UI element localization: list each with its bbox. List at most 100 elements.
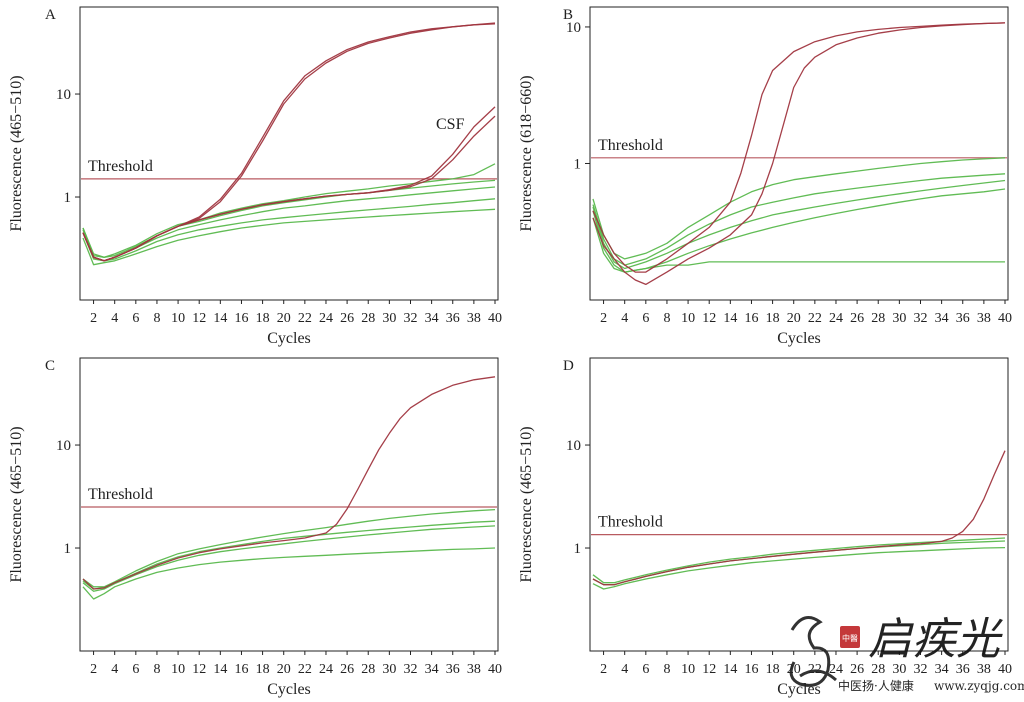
watermark-tagline: 中医扬·人健康 — [838, 678, 914, 693]
panel-b-series-negatives-lower — [592, 188, 1006, 273]
panel-a-xtick-label: 20 — [277, 311, 291, 326]
panel-b-xtick-label: 24 — [829, 311, 843, 326]
panel-c-xtick-label: 20 — [277, 662, 291, 677]
panel-c-xtick-label: 4 — [111, 662, 118, 677]
panel-b-xtick-label: 38 — [977, 311, 991, 326]
panel-d-label: D — [563, 358, 574, 374]
panel-b-xtick-label: 28 — [871, 311, 885, 326]
panel-c-xtick-label: 26 — [340, 662, 354, 677]
panel-a-series-negatives-lower — [82, 198, 496, 262]
panel-b-xtick-label: 18 — [766, 311, 780, 326]
panel-b-xtick-label: 20 — [787, 311, 801, 326]
panel-a-xtick-label: 40 — [488, 311, 502, 326]
panel-c-xtick-label: 18 — [256, 662, 270, 677]
panel-a-series-positive-1 — [82, 23, 496, 262]
watermark: 中醫 启疾光 中医扬·人健康 www.zyqjg.com — [789, 614, 1024, 693]
panel-b-xtick-label: 16 — [744, 311, 758, 326]
panel-a-ylabel: Fluorescence (465−510) — [8, 75, 25, 231]
panel-c-threshold-label: Threshold — [88, 486, 153, 503]
panel-c-series-negatives-mid — [82, 525, 496, 592]
panel-c-xtick-label: 38 — [467, 662, 481, 677]
panel-d-xtick-label: 2 — [600, 662, 607, 677]
panel-b-xtick-label: 22 — [808, 311, 822, 326]
panel-b-series-negatives-upper — [592, 173, 1006, 266]
panel-c-xtick-label: 6 — [132, 662, 139, 677]
panel-a-plot-frame — [79, 6, 499, 301]
panel-b-series-positive-1 — [592, 22, 1006, 273]
panel-b-xtick-label: 2 — [600, 311, 607, 326]
panel-b-xtick-label: 40 — [998, 311, 1012, 326]
panel-a-xtick-label: 22 — [298, 311, 312, 326]
panel-a-series-positive-2 — [82, 22, 496, 262]
panel-b-series-negatives-mid — [592, 179, 1006, 270]
panel-b-ytick-label: 1 — [574, 156, 582, 172]
panel-a-series-negatives-mid — [82, 186, 496, 262]
panel-a-xtick-label: 2 — [90, 311, 97, 326]
panel-a-xtick-label: 8 — [153, 311, 160, 326]
panel-c-ytick-label: 10 — [56, 438, 71, 454]
panel-b-xtick-label: 6 — [642, 311, 649, 326]
panel-c-xtick-label: 16 — [234, 662, 248, 677]
panel-a-xtick-label: 4 — [111, 311, 118, 326]
calligraphy-mark — [789, 616, 837, 687]
panel-a-series-negatives-min — [82, 208, 496, 266]
panel-d-xtick-label: 40 — [998, 662, 1012, 677]
panel-a-xtick-label: 32 — [403, 311, 417, 326]
panel-c-xtick-label: 40 — [488, 662, 502, 677]
panel-d-xtick-label: 18 — [766, 662, 780, 677]
panel-b-ylabel: Fluorescence (618−660) — [518, 75, 535, 231]
panel-c-xtick-label: 14 — [213, 662, 227, 677]
panel-d-series-negatives-max — [592, 537, 1006, 584]
panel-d-xtick-label: 16 — [744, 662, 758, 677]
panel-b-xtick-label: 8 — [663, 311, 670, 326]
panel-d-plot-frame — [589, 357, 1009, 652]
panel-d-xtick-label: 8 — [663, 662, 670, 677]
panel-d-xtick-label: 36 — [956, 662, 970, 677]
panel-d-xtick-label: 38 — [977, 662, 991, 677]
panel-d-xtick-label: 10 — [681, 662, 695, 677]
panel-b-xtick-label: 36 — [956, 311, 970, 326]
panel-b-xtick-label: 12 — [702, 311, 716, 326]
panel-d-series-positive — [592, 450, 1006, 586]
panel-c-series-positive — [82, 376, 496, 590]
panel-c-label: C — [45, 358, 55, 374]
panel-d-series-negatives-mid — [592, 540, 1006, 586]
panel-a-series-CSF-2 — [82, 115, 496, 262]
panel-b-xlabel: Cycles — [777, 330, 821, 347]
panel-a-xtick-label: 14 — [213, 311, 227, 326]
panel-d-xtick-label: 34 — [935, 662, 949, 677]
panel-a-xtick-label: 36 — [446, 311, 460, 326]
panel-c-xtick-label: 22 — [298, 662, 312, 677]
panel-a-ytick-label: 1 — [64, 190, 72, 206]
panel-c-series-negatives-max — [82, 508, 496, 588]
panel-a-label: A — [45, 7, 56, 23]
panel-b-label: B — [563, 7, 573, 23]
panel-d-xtick-label: 28 — [871, 662, 885, 677]
panel-d-series-negatives-min — [592, 546, 1006, 590]
watermark-url: www.zyqjg.com — [934, 679, 1024, 693]
panel-d-xtick-label: 12 — [702, 662, 716, 677]
panel-b-threshold-label: Threshold — [598, 137, 663, 154]
panel-a-xtick-label: 16 — [234, 311, 248, 326]
panel-c-xtick-label: 28 — [361, 662, 375, 677]
panel-d-xtick-label: 4 — [621, 662, 628, 677]
panel-c-xtick-label: 32 — [403, 662, 417, 677]
panel-b-xtick-label: 14 — [723, 311, 737, 326]
panel-c-xtick-label: 2 — [90, 662, 97, 677]
panel-d-xtick-label: 32 — [913, 662, 927, 677]
panel-c-ytick-label: 1 — [64, 541, 72, 557]
panel-c-xtick-label: 24 — [319, 662, 333, 677]
panel-a-series-negatives-upper — [82, 179, 496, 258]
panel-a-series-CSF-1 — [82, 106, 496, 262]
panel-c-xtick-label: 8 — [153, 662, 160, 677]
panel-a-xlabel: Cycles — [267, 330, 311, 347]
panel-d-threshold-label: Threshold — [598, 514, 663, 531]
panel-c-series-negatives-upper — [82, 520, 496, 590]
panel-b-series-negatives-max — [592, 157, 1006, 260]
panel-c-xtick-label: 30 — [382, 662, 396, 677]
panel-a-xtick-label: 6 — [132, 311, 139, 326]
panel-a-threshold-label: Threshold — [88, 158, 153, 175]
